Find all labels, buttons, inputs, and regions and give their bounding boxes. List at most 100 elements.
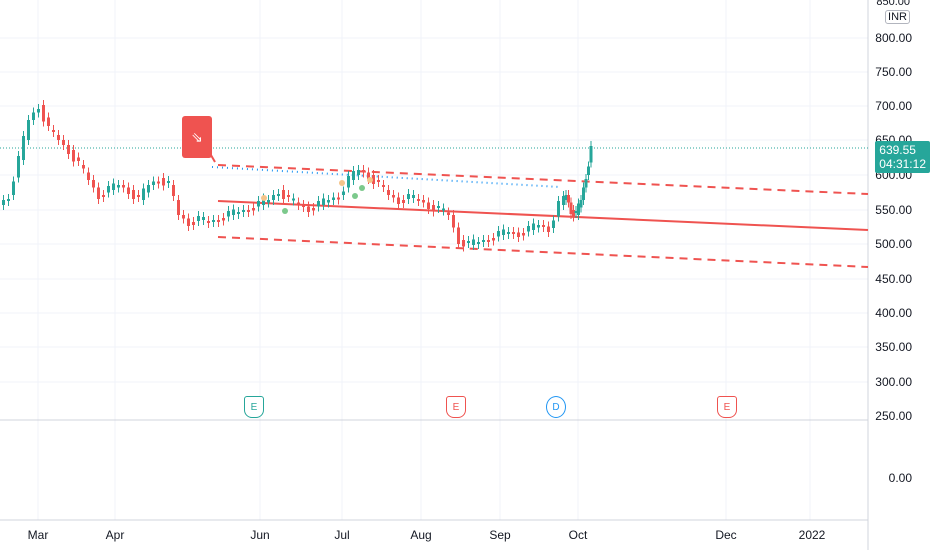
candle-body [322,198,325,205]
time-axis-label: Apr [105,528,125,542]
candle-body [262,198,265,205]
candle-body [497,231,500,237]
dividend-marker[interactable]: D [546,396,566,418]
candle-body [472,239,475,245]
earnings-marker[interactable]: E [446,396,466,418]
candle-body [212,220,215,222]
candle-body [157,181,160,184]
candle-body [579,200,583,208]
time-axis-label: Jun [250,528,270,542]
candle-body [207,221,210,223]
candle-body [547,226,550,232]
candle-body [337,197,340,200]
indicator-axis-label: 0.00 [888,471,912,485]
candle-body [377,180,380,182]
price-axis-label: 500.00 [875,237,912,251]
candle-body [192,222,195,225]
candle-body [37,109,40,113]
candle-body [142,188,145,200]
candle-body [7,199,10,201]
time-axis-label: Aug [410,528,432,542]
earnings-marker[interactable]: E [244,396,264,418]
candle-body [287,195,290,197]
candle-body [67,145,70,154]
signal-dots [261,177,373,214]
trend-lower-line[interactable] [217,236,869,268]
dotted-resistance-line[interactable] [211,166,561,188]
candle-body [277,194,280,196]
candle-body [12,181,15,195]
candle-body [342,191,345,195]
candle-body [574,211,578,213]
candle-body [62,140,65,145]
candle-body [112,183,115,190]
time-axis-label: Mar [27,528,49,542]
candle-body [307,206,310,212]
candle-body [172,185,175,196]
candle-body [362,170,365,173]
price-axis-label: 800.00 [875,31,912,45]
price-axis-label: 700.00 [875,99,912,113]
time-axis-label: 2022 [798,528,826,542]
candle-body [482,240,485,242]
time-axis-label: Dec [715,528,737,542]
candle-body [567,195,570,203]
candle-body [302,205,305,207]
candle-body [512,232,515,234]
candle-body [122,185,125,188]
note-marker[interactable]: ⇘ [182,116,212,158]
candle-body [22,136,25,160]
candle-body [507,232,510,234]
candle-body [397,197,400,204]
price-axis-top-label: 850.00 [876,0,910,8]
candle-body [247,210,250,212]
candle-body [552,220,555,228]
candle-body [2,200,5,205]
candle-body [352,171,355,180]
candle-body [52,130,55,132]
candle-body [237,212,240,214]
candle-body [102,195,105,197]
candle-body [417,199,420,201]
candle-body [267,200,270,203]
candle-body [572,210,575,217]
time-axis-label: Jul [334,528,350,542]
current-price-value: 639.55 [879,143,916,157]
candle-body [347,176,350,188]
bar-countdown: 04:31:12 [879,157,926,171]
candle-body [127,187,130,194]
price-axis-label: 300.00 [875,375,912,389]
candle-body [252,208,255,211]
time-axis-label: Sep [489,528,511,542]
candle-body [232,209,235,215]
candle-body [442,208,445,211]
candle-body [182,215,185,219]
candle-body [137,195,140,197]
candle-body [412,195,415,198]
candle-body [82,165,85,169]
candle-body [427,202,430,209]
candle-body [312,208,315,211]
price-axis-label: 350.00 [875,340,912,354]
candle-body [407,194,410,199]
candle-body [582,187,585,200]
candle-body [447,212,450,215]
candle-body [32,112,35,120]
candle-body [589,146,593,163]
price-axis-label: 250.00 [875,409,912,423]
candle-body [317,201,320,207]
trend-upper-line[interactable] [217,164,869,195]
candle-body [452,215,455,228]
arrow-down-right-icon: ⇘ [191,128,203,145]
candle-body [297,202,300,205]
candle-body [92,180,95,188]
candle-body [467,241,470,243]
trend-middle-line[interactable] [217,200,869,231]
candle-body [584,179,588,188]
currency-label[interactable]: INR [885,10,910,24]
candle-body [387,190,390,195]
price-axis-label: 550.00 [875,203,912,217]
earnings-marker[interactable]: E [717,396,737,418]
candle-body [422,200,425,203]
